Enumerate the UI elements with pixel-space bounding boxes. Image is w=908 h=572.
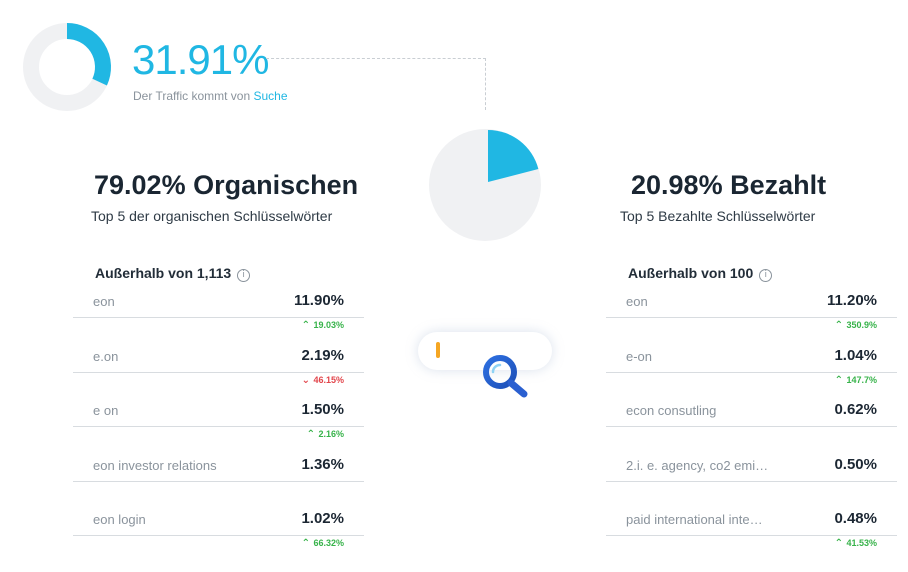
keyword-share: 0.48% bbox=[834, 510, 877, 527]
paid-keyword-row: e-on 1.04% ⌃ 147.7% bbox=[606, 341, 897, 396]
keyword-change: ⌄ 46.15% bbox=[302, 375, 344, 386]
row-divider bbox=[606, 535, 897, 536]
organic-keyword-row: eon login 1.02% ⌃ 66.32% bbox=[73, 504, 364, 559]
keyword-name[interactable]: econ consutling bbox=[626, 403, 717, 418]
magnifier-icon bbox=[483, 355, 528, 398]
keyword-share: 0.50% bbox=[834, 455, 877, 473]
keyword-name[interactable]: 2.i. e. agency, co2 emi… bbox=[626, 457, 769, 473]
keyword-name[interactable]: eon login bbox=[93, 512, 146, 527]
paid-subtitle: Top 5 Bezahlte Schlüsselwörter bbox=[620, 208, 816, 224]
arrow-up-icon: ⌃ bbox=[834, 320, 847, 331]
keyword-change: ⌃ 147.7% bbox=[835, 375, 877, 386]
keyword-change-value: 46.15% bbox=[313, 374, 344, 385]
search-cursor bbox=[436, 342, 440, 358]
organic-keyword-row: e on 1.50% ⌃ 2.16% bbox=[73, 395, 364, 450]
keyword-share: 1.04% bbox=[834, 346, 877, 364]
organic-beyond-text: Außerhalb von 1,113 bbox=[95, 265, 232, 281]
paid-keyword-row: paid international inte… 0.48% ⌃ 41.53% bbox=[606, 504, 897, 559]
keyword-name[interactable]: eon bbox=[626, 294, 648, 309]
paid-keyword-row: 2.i. e. agency, co2 emi… 0.50% bbox=[606, 450, 897, 505]
connector-line-vertical bbox=[485, 58, 486, 110]
arrow-up-icon: ⌃ bbox=[301, 320, 314, 331]
arrow-up-icon: ⌃ bbox=[306, 429, 319, 440]
keyword-change: ⌃ 350.9% bbox=[835, 320, 877, 331]
paid-keyword-row: econ consutling 0.62% bbox=[606, 395, 897, 450]
organic-beyond-label: Außerhalb von 1,113 i bbox=[95, 265, 251, 282]
arrow-up-icon: ⌃ bbox=[834, 538, 847, 549]
keyword-change-value: 19.03% bbox=[313, 320, 344, 330]
keyword-change: ⌃ 66.32% bbox=[302, 538, 344, 549]
arrow-down-icon: ⌄ bbox=[301, 374, 314, 386]
paid-keyword-list: eon 11.20% ⌃ 350.9% e-on 1.04% ⌃ 147.7% econ c… bbox=[606, 286, 897, 559]
row-divider bbox=[606, 317, 897, 318]
arrow-up-icon: ⌃ bbox=[301, 538, 314, 549]
traffic-subtitle: Der Traffic kommt von Suche bbox=[133, 89, 288, 103]
keyword-change-value: 2.16% bbox=[318, 429, 344, 439]
keyword-share: 0.62% bbox=[834, 401, 877, 418]
keyword-share: 2.19% bbox=[301, 346, 344, 364]
row-divider bbox=[73, 535, 364, 536]
organic-paid-pie-chart bbox=[429, 129, 541, 241]
keyword-share: 1.36% bbox=[301, 455, 344, 473]
keyword-share: 11.90% bbox=[293, 292, 344, 309]
keyword-change: ⌃ 41.53% bbox=[835, 538, 877, 549]
paid-keyword-row: eon 11.20% ⌃ 350.9% bbox=[606, 286, 897, 341]
traffic-donut-chart bbox=[23, 23, 111, 111]
organic-keyword-list: eon 11.90% ⌃ 19.03% e.on 2.19% ⌄ 46.15% e on 1.… bbox=[73, 286, 364, 559]
row-divider bbox=[606, 426, 897, 427]
arrow-up-icon: ⌃ bbox=[834, 374, 847, 386]
row-divider bbox=[606, 480, 897, 482]
keyword-name[interactable]: eon investor relations bbox=[93, 457, 217, 473]
keyword-name[interactable]: e-on bbox=[626, 348, 653, 364]
keyword-change-value: 350.9% bbox=[846, 320, 877, 330]
keyword-share: 1.50% bbox=[301, 401, 344, 418]
organic-subtitle: Top 5 der organischen Schlüsselwörter bbox=[91, 208, 333, 224]
paid-beyond-text: Außerhalb von 100 bbox=[628, 265, 754, 281]
info-icon[interactable]: i bbox=[237, 269, 251, 282]
traffic-subtitle-prefix: Der Traffic kommt von bbox=[133, 89, 251, 103]
keyword-share: 11.20% bbox=[826, 292, 877, 309]
keyword-change: ⌃ 2.16% bbox=[307, 429, 344, 440]
connector-line-horizontal bbox=[266, 58, 486, 59]
keyword-name[interactable]: eon bbox=[93, 294, 115, 309]
organic-title: 79.02% Organischen bbox=[94, 170, 359, 200]
traffic-donut-arc bbox=[66, 23, 111, 86]
keyword-change-value: 147.7% bbox=[846, 374, 877, 385]
keyword-name[interactable]: paid international inte… bbox=[626, 512, 763, 527]
row-divider bbox=[73, 480, 364, 482]
organic-keyword-row: eon investor relations 1.36% bbox=[73, 450, 364, 505]
keyword-share: 1.02% bbox=[301, 510, 344, 527]
info-icon[interactable]: i bbox=[759, 269, 773, 282]
organic-keyword-row: eon 11.90% ⌃ 19.03% bbox=[73, 286, 364, 341]
organic-keyword-row: e.on 2.19% ⌄ 46.15% bbox=[73, 341, 364, 396]
keyword-name[interactable]: e.on bbox=[93, 348, 119, 364]
paid-title: 20.98% Bezahlt bbox=[631, 170, 827, 200]
traffic-percent: 31.91% bbox=[132, 36, 269, 83]
keyword-change-value: 41.53% bbox=[846, 538, 877, 548]
row-divider bbox=[73, 317, 364, 318]
keyword-change-value: 66.32% bbox=[313, 538, 344, 548]
pie-paid-slice bbox=[488, 130, 539, 182]
keyword-name[interactable]: e on bbox=[93, 403, 119, 418]
row-divider bbox=[606, 371, 897, 373]
paid-beyond-label: Außerhalb von 100 i bbox=[628, 265, 773, 282]
row-divider bbox=[73, 371, 364, 373]
search-illustration-box bbox=[418, 332, 552, 370]
row-divider bbox=[73, 426, 364, 427]
traffic-subtitle-highlight: Suche bbox=[253, 89, 288, 103]
keyword-change: ⌃ 19.03% bbox=[302, 320, 344, 331]
